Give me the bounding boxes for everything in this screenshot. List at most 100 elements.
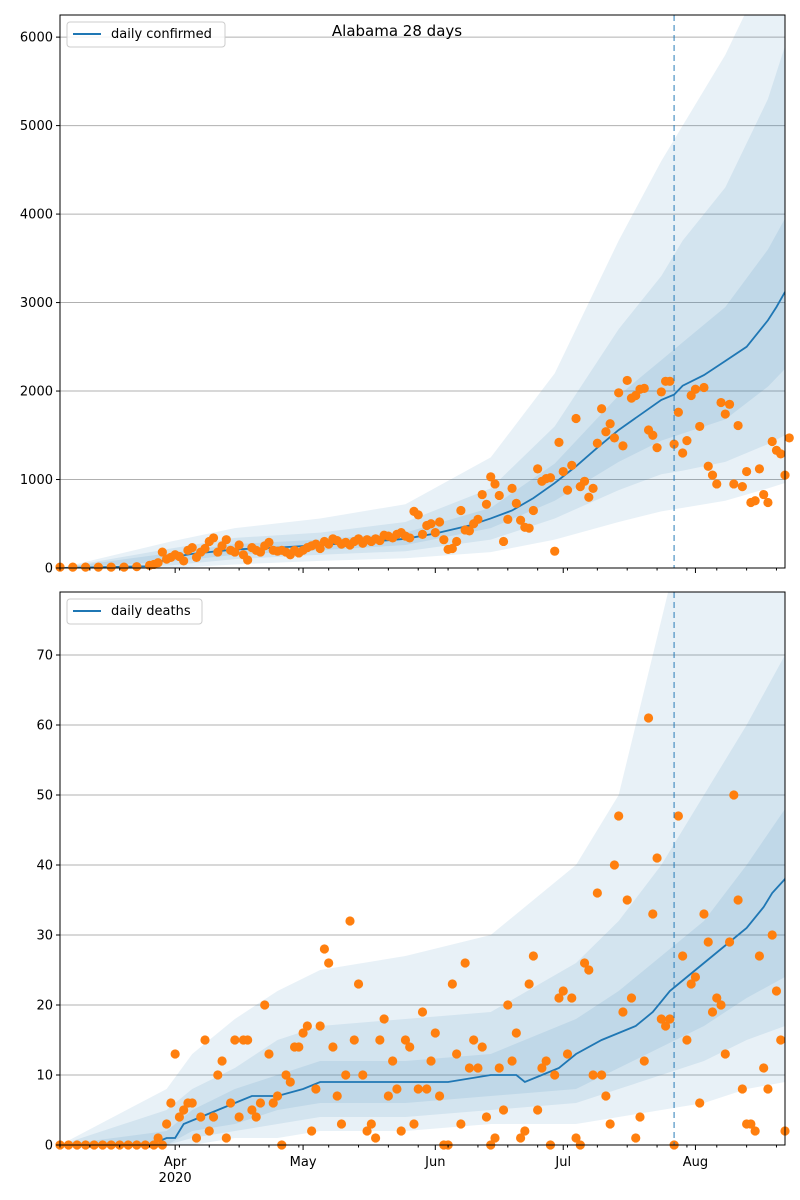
y-tick-label: 1000 [20, 473, 53, 488]
x-ticks-confirmed [59, 568, 777, 573]
observed-point [511, 498, 521, 509]
observed-point [767, 436, 777, 447]
observed-point [179, 556, 189, 566]
observed-point [584, 965, 594, 975]
observed-point [400, 1035, 411, 1045]
observed-point [247, 1105, 257, 1115]
observed-point [550, 546, 560, 556]
y-tick-label: 20 [36, 999, 53, 1014]
observed-point [660, 1021, 671, 1031]
observed-point [187, 543, 197, 553]
x-tick-label: May [290, 1155, 317, 1170]
observed-point [541, 1056, 551, 1066]
observed-point [592, 888, 602, 898]
x-axis-year-label: 2020 [159, 1171, 192, 1186]
x-tick-label: Jul [554, 1155, 571, 1170]
observed-point [558, 986, 568, 996]
observed-point [298, 1028, 308, 1038]
observed-point [737, 481, 747, 492]
observed-point [763, 497, 773, 508]
observed-point [469, 1035, 479, 1045]
observed-point [481, 1112, 492, 1122]
observed-point [243, 555, 253, 565]
observed-point [464, 526, 475, 536]
observed-point [366, 1119, 376, 1129]
observed-point [362, 1126, 372, 1136]
observed-point [524, 979, 534, 989]
observed-point [729, 790, 739, 800]
observed-point [720, 1049, 730, 1059]
observed-point [665, 376, 675, 386]
observed-point [528, 951, 538, 961]
observed-point [537, 1063, 547, 1073]
observed-point [648, 909, 658, 919]
observed-point [511, 1028, 521, 1038]
observed-point [562, 485, 573, 495]
observed-point [562, 1049, 573, 1059]
observed-point [447, 543, 457, 554]
observed-point [336, 1119, 347, 1129]
observed-point [430, 1028, 440, 1038]
y-tick-label: 5000 [20, 119, 53, 134]
observed-point [481, 499, 492, 509]
y-tick-label: 10 [36, 1069, 53, 1084]
observed-point [477, 1042, 487, 1052]
observed-point [690, 972, 701, 982]
observed-point [486, 472, 496, 482]
observed-point [170, 1049, 180, 1059]
observed-point [554, 993, 564, 1003]
observed-point [729, 479, 739, 489]
observed-point [179, 1105, 189, 1115]
observed-point [597, 404, 607, 414]
observed-point [754, 464, 765, 474]
observed-point [759, 1063, 769, 1073]
observed-point [405, 533, 415, 543]
observed-point [264, 1049, 274, 1059]
observed-point [285, 1077, 295, 1087]
observed-point [699, 909, 709, 919]
observed-point [417, 1007, 428, 1017]
observed-point [750, 1126, 760, 1136]
observed-point [784, 433, 794, 443]
bands-deaths [60, 592, 785, 1145]
observed-point [618, 1007, 628, 1017]
observed-point [490, 1133, 500, 1143]
y-tick-label: 2000 [20, 385, 53, 400]
observed-point [430, 528, 440, 538]
observed-point [494, 1063, 504, 1073]
observed-point [707, 470, 718, 480]
observed-point [678, 448, 688, 458]
y-tick-label: 0 [45, 562, 53, 577]
median-line [60, 875, 785, 1145]
y-tick-label: 0 [45, 1139, 53, 1154]
observed-point [153, 1133, 163, 1143]
y-tick-label: 50 [36, 789, 53, 804]
legend-deaths: daily deaths [66, 598, 203, 625]
observed-point [162, 1119, 172, 1129]
observed-point [473, 1063, 483, 1073]
observed-point [234, 540, 244, 550]
observed-point [571, 1133, 581, 1143]
observed-point [456, 505, 466, 516]
observed-point [759, 489, 769, 500]
observed-point [588, 483, 598, 493]
observed-point [695, 1098, 705, 1108]
uncertainty-band-middle [60, 655, 785, 1145]
observed-point [434, 1091, 445, 1101]
observed-point [767, 930, 777, 940]
observed-point [166, 1098, 176, 1108]
observed-point [648, 430, 658, 440]
observed-point [498, 1105, 509, 1115]
observed-point [409, 1119, 419, 1129]
observed-point [597, 1070, 607, 1080]
observed-point [631, 1133, 641, 1143]
y-ticks-confirmed: 0 1000 2000 3000 4000 5000 6000 [20, 31, 60, 577]
observed-point [673, 407, 683, 417]
observed-point [447, 979, 457, 989]
legend-confirmed: daily confirmed [66, 21, 226, 48]
observed-point [80, 562, 91, 572]
observed-point [652, 443, 662, 453]
observed-point [208, 533, 219, 543]
observed-point [93, 562, 103, 572]
